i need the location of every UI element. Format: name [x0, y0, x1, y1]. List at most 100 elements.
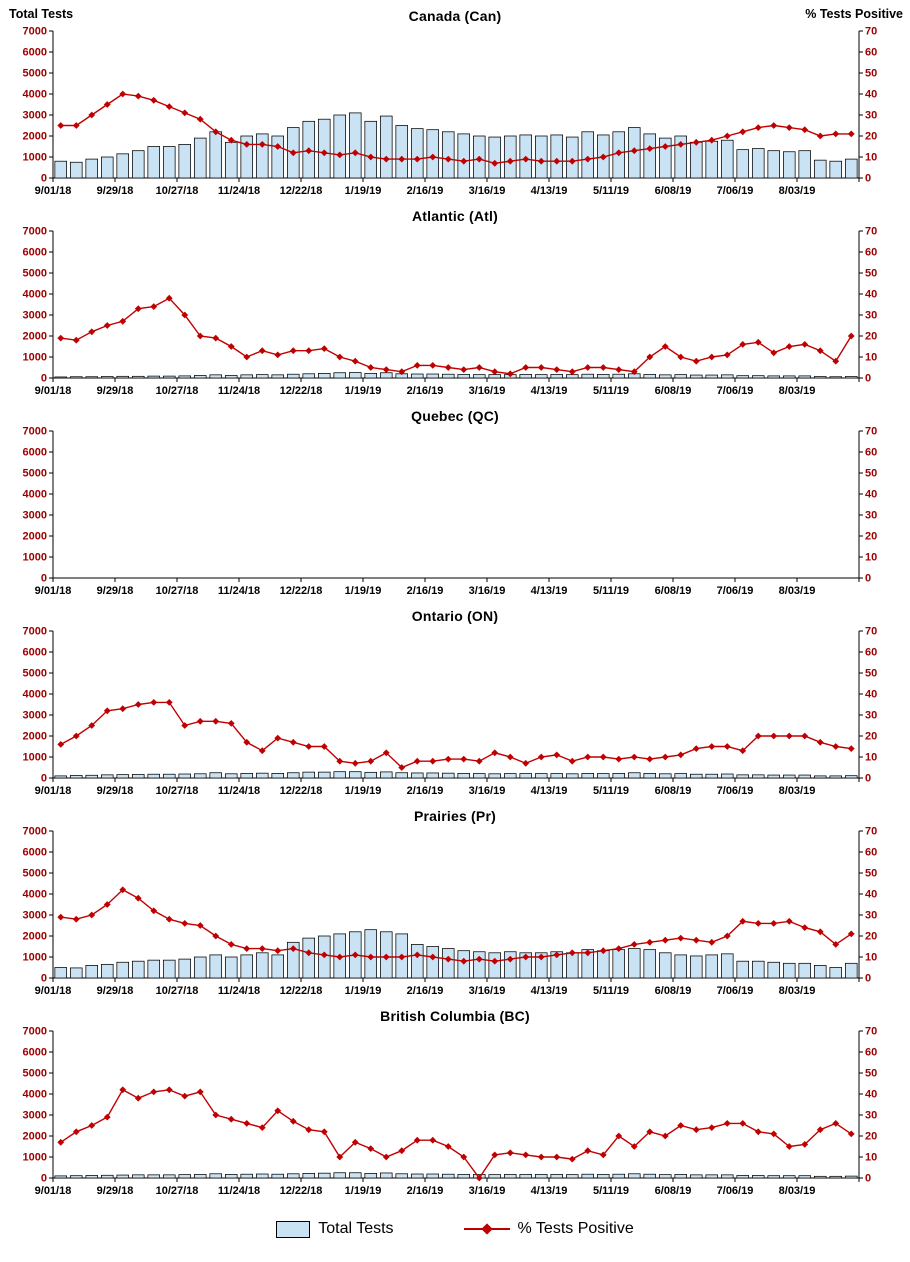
- chart-block-ontario: Ontario (ON) 0 1000 2000 3000 4000 5000 6000 70…: [3, 604, 907, 804]
- chart-plot-ontario: 0 1000 2000 3000 4000 5000 6000 7000 0 10 20 30 40 50…: [23, 626, 878, 797]
- svg-text:50: 50: [865, 1068, 877, 1080]
- svg-text:0: 0: [41, 573, 47, 585]
- svg-text:40: 40: [865, 889, 877, 901]
- svg-text:3000: 3000: [23, 710, 47, 722]
- svg-text:3000: 3000: [23, 110, 47, 122]
- chart-header-prairies: Prairies (Pr): [3, 804, 907, 826]
- svg-text:20: 20: [865, 131, 877, 143]
- svg-text:60: 60: [865, 447, 877, 459]
- svg-text:70: 70: [865, 26, 877, 38]
- svg-text:10: 10: [865, 952, 877, 964]
- svg-text:0: 0: [865, 1173, 871, 1185]
- svg-text:1000: 1000: [23, 352, 47, 364]
- right-axis-title: % Tests Positive: [805, 7, 903, 21]
- svg-text:10: 10: [865, 152, 877, 164]
- svg-text:1/19/19: 1/19/19: [345, 585, 382, 597]
- chart-title-ontario: Ontario (ON): [411, 608, 499, 624]
- svg-text:40: 40: [865, 289, 877, 301]
- svg-text:1000: 1000: [23, 552, 47, 564]
- svg-text:10/27/18: 10/27/18: [156, 985, 199, 997]
- svg-text:60: 60: [865, 47, 877, 59]
- svg-text:2/16/19: 2/16/19: [407, 185, 444, 197]
- svg-text:12/22/18: 12/22/18: [280, 1185, 323, 1197]
- svg-text:12/22/18: 12/22/18: [280, 985, 323, 997]
- svg-text:0: 0: [41, 1173, 47, 1185]
- svg-text:6/08/19: 6/08/19: [655, 785, 692, 797]
- axes: 0 1000 2000 3000 4000 5000 6000 7000 0 10 20 30 40 50…: [23, 1026, 878, 1197]
- chart-plot-prairies: 0 1000 2000 3000 4000 5000 6000 7000 0 10 20 30 40 50…: [23, 826, 878, 997]
- chart-plot-bc: 0 1000 2000 3000 4000 5000 6000 7000 0 10 20 30 40 50…: [23, 1026, 878, 1197]
- svg-text:1/19/19: 1/19/19: [345, 785, 382, 797]
- svg-text:7000: 7000: [23, 26, 47, 38]
- chart-title-prairies: Prairies (Pr): [414, 808, 496, 824]
- axes: 0 1000 2000 3000 4000 5000 6000 7000 0 10 20 30 40 50…: [23, 26, 878, 197]
- svg-text:3/16/19: 3/16/19: [469, 385, 506, 397]
- svg-text:6/08/19: 6/08/19: [655, 985, 692, 997]
- svg-text:4/13/19: 4/13/19: [531, 785, 568, 797]
- svg-text:2/16/19: 2/16/19: [407, 1185, 444, 1197]
- svg-text:11/24/18: 11/24/18: [218, 985, 260, 997]
- svg-text:2/16/19: 2/16/19: [407, 985, 444, 997]
- svg-text:0: 0: [41, 373, 47, 385]
- svg-text:10: 10: [865, 752, 877, 764]
- pct-line-series: [57, 294, 855, 378]
- chart-plot-atlantic: 0 1000 2000 3000 4000 5000 6000 7000 0 10 20 30 40 50…: [23, 226, 878, 397]
- chart-header-atlantic: Atlantic (Atl): [3, 204, 907, 226]
- bars-series: [54, 929, 858, 979]
- svg-text:6/08/19: 6/08/19: [655, 585, 692, 597]
- axes: 0 1000 2000 3000 4000 5000 6000 7000 0 10 20 30 40 50…: [23, 426, 878, 597]
- chart-block-quebec: Quebec (QC) 0 1000 2000 3000 4000 5000 6000 700…: [3, 404, 907, 604]
- svg-text:4000: 4000: [23, 489, 47, 501]
- svg-text:7000: 7000: [23, 626, 47, 638]
- svg-text:2/16/19: 2/16/19: [407, 785, 444, 797]
- svg-text:4000: 4000: [23, 689, 47, 701]
- svg-text:50: 50: [865, 468, 877, 480]
- svg-text:0: 0: [865, 373, 871, 385]
- svg-text:9/01/18: 9/01/18: [35, 385, 72, 397]
- svg-text:60: 60: [865, 647, 877, 659]
- svg-text:1/19/19: 1/19/19: [345, 185, 382, 197]
- svg-text:2000: 2000: [23, 531, 47, 543]
- svg-text:10/27/18: 10/27/18: [156, 385, 199, 397]
- svg-text:2/16/19: 2/16/19: [407, 385, 444, 397]
- svg-text:3/16/19: 3/16/19: [469, 1185, 506, 1197]
- svg-text:70: 70: [865, 226, 877, 238]
- legend-line-label: % Tests Positive: [517, 1220, 634, 1237]
- svg-text:8/03/19: 8/03/19: [779, 585, 816, 597]
- svg-text:40: 40: [865, 89, 877, 101]
- svg-text:8/03/19: 8/03/19: [779, 185, 816, 197]
- svg-text:8/03/19: 8/03/19: [779, 985, 816, 997]
- svg-text:2000: 2000: [23, 931, 47, 943]
- svg-text:8/03/19: 8/03/19: [779, 385, 816, 397]
- svg-text:4/13/19: 4/13/19: [531, 985, 568, 997]
- axes: 0 1000 2000 3000 4000 5000 6000 7000 0 10 20 30 40 50…: [23, 226, 878, 397]
- svg-text:20: 20: [865, 931, 877, 943]
- svg-text:9/01/18: 9/01/18: [35, 985, 72, 997]
- svg-text:20: 20: [865, 331, 877, 343]
- svg-text:0: 0: [865, 973, 871, 985]
- axes: 0 1000 2000 3000 4000 5000 6000 7000 0 10 20 30 40 50…: [23, 826, 878, 997]
- svg-text:10/27/18: 10/27/18: [156, 785, 199, 797]
- svg-text:70: 70: [865, 826, 877, 838]
- svg-text:20: 20: [865, 731, 877, 743]
- legend-diamond-icon: [480, 1223, 493, 1235]
- bars-series: [54, 771, 858, 779]
- svg-text:7/06/19: 7/06/19: [717, 985, 754, 997]
- svg-text:0: 0: [865, 573, 871, 585]
- chart-plot-quebec: 0 1000 2000 3000 4000 5000 6000 7000 0 10 20 30 40 50…: [23, 426, 878, 597]
- chart-title-canada: Canada (Can): [408, 8, 502, 24]
- svg-text:40: 40: [865, 489, 877, 501]
- svg-text:6000: 6000: [23, 247, 47, 259]
- svg-text:0: 0: [41, 973, 47, 985]
- svg-text:4/13/19: 4/13/19: [531, 585, 568, 597]
- svg-text:50: 50: [865, 268, 877, 280]
- svg-text:6000: 6000: [23, 1047, 47, 1059]
- svg-text:1/19/19: 1/19/19: [345, 385, 382, 397]
- svg-text:7/06/19: 7/06/19: [717, 385, 754, 397]
- svg-text:70: 70: [865, 426, 877, 438]
- svg-text:9/29/18: 9/29/18: [97, 1185, 134, 1197]
- svg-text:3000: 3000: [23, 510, 47, 522]
- svg-text:8/03/19: 8/03/19: [779, 785, 816, 797]
- svg-text:7000: 7000: [23, 426, 47, 438]
